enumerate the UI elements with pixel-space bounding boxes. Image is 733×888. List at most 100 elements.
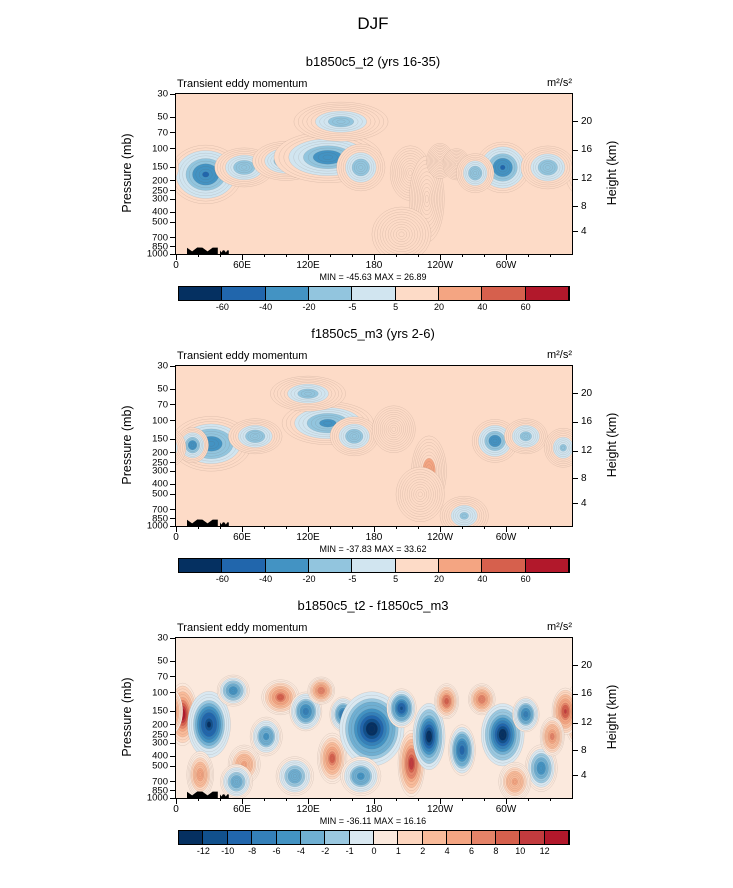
longitude-tick-label: 120E xyxy=(296,532,320,543)
longitude-minor-tick xyxy=(197,526,199,529)
longitude-tick xyxy=(373,254,375,260)
colorbar-label: -40 xyxy=(259,302,273,312)
height-tick xyxy=(572,693,578,695)
colorbar-box xyxy=(179,831,204,844)
longitude-minor-tick xyxy=(351,798,353,801)
pressure-tick-label: 50 xyxy=(157,111,168,123)
longitude-tick xyxy=(373,526,375,532)
longitude-tick-label: 180 xyxy=(365,532,383,543)
longitude-tick xyxy=(175,254,177,260)
colorbar-box xyxy=(276,831,301,844)
pressure-tick xyxy=(170,221,176,223)
height-tick-label: 12 xyxy=(581,445,593,457)
pressure-tick-label: 100 xyxy=(152,143,168,155)
longitude-minor-tick xyxy=(219,798,221,801)
longitude-tick xyxy=(307,254,309,260)
colorbar-box xyxy=(222,287,266,300)
height-axis-label: Height (km) xyxy=(605,412,619,478)
pressure-tick-label: 200 xyxy=(152,446,168,458)
colorbar-box xyxy=(525,287,569,300)
height-tick xyxy=(572,450,578,452)
pressure-tick-label: 200 xyxy=(152,174,168,186)
longitude-tick xyxy=(175,798,177,804)
longitude-minor-tick xyxy=(219,526,221,529)
colorbar-label: 8 xyxy=(493,846,499,856)
longitude-tick-label: 0 xyxy=(173,804,179,815)
pressure-tick-label: 150 xyxy=(152,705,168,717)
height-tick xyxy=(572,503,578,505)
height-tick xyxy=(572,722,578,724)
longitude-minor-tick xyxy=(461,798,463,801)
colorbar-box xyxy=(374,831,399,844)
pressure-axis-label: Pressure (mb) xyxy=(120,133,134,213)
units-label: m²/s² xyxy=(546,349,572,361)
field-label: Transient eddy momentum xyxy=(177,622,308,634)
colorbar-box xyxy=(352,559,396,572)
pressure-tick xyxy=(170,190,176,192)
longitude-minor-tick xyxy=(395,798,397,801)
height-tick-label: 16 xyxy=(581,688,593,700)
longitude-minor-tick xyxy=(263,526,265,529)
units-label: m²/s² xyxy=(546,621,572,633)
colorbar-label: -60 xyxy=(215,302,229,312)
pressure-tick xyxy=(170,790,176,792)
colorbar-box xyxy=(265,287,309,300)
pressure-tick xyxy=(170,781,176,783)
longitude-tick xyxy=(175,526,177,532)
colorbar-label: 12 xyxy=(539,846,550,856)
pressure-tick-label: 400 xyxy=(152,206,168,218)
longitude-minor-tick xyxy=(329,526,331,529)
colorbar-box xyxy=(179,559,223,572)
colorbar-box xyxy=(308,287,353,300)
longitude-minor-tick xyxy=(263,254,265,257)
pressure-tick xyxy=(170,211,176,213)
plot-frame: Transient eddy momentum m²/s² 30 50 70 100 1… xyxy=(147,349,592,543)
pressure-tick-label: 70 xyxy=(157,398,168,410)
height-tick-label: 20 xyxy=(581,659,593,671)
pressure-tick xyxy=(170,180,176,182)
colorbar-label: 5 xyxy=(393,574,399,584)
pressure-tick-label: 250 xyxy=(152,184,168,196)
pressure-tick-label: 500 xyxy=(152,488,168,500)
height-tick-label: 20 xyxy=(581,387,593,399)
pressure-tick xyxy=(170,452,176,454)
height-tick xyxy=(572,178,578,180)
minmax-label: MIN = -36.11 MAX = 16.16 xyxy=(319,816,427,826)
height-tick xyxy=(572,775,578,777)
pressure-tick xyxy=(170,116,176,118)
pressure-tick-label: 250 xyxy=(152,728,168,740)
panel-title: b1850c5_t2 - f1850c5_m3 xyxy=(297,598,449,613)
longitude-minor-tick xyxy=(197,254,199,257)
longitude-tick-label: 180 xyxy=(365,260,383,271)
longitude-minor-tick xyxy=(285,254,287,257)
longitude-tick xyxy=(505,798,507,804)
pressure-tick xyxy=(170,132,176,134)
colorbar-box xyxy=(520,831,545,844)
pressure-tick xyxy=(170,765,176,767)
height-tick xyxy=(572,750,578,752)
pressure-tick xyxy=(170,797,176,799)
height-axis-label: Height (km) xyxy=(605,140,619,206)
height-tick xyxy=(572,149,578,151)
height-tick-label: 8 xyxy=(581,744,587,756)
colorbar-label: -40 xyxy=(259,574,273,584)
pressure-tick-label: 50 xyxy=(157,655,168,667)
longitude-minor-tick xyxy=(549,798,551,801)
pressure-axis-label: Pressure (mb) xyxy=(120,405,134,485)
pressure-tick xyxy=(170,198,176,200)
minmax-label: MIN = -45.63 MAX = 26.89 xyxy=(319,272,427,282)
contour-field-canvas xyxy=(176,366,572,526)
height-tick-label: 16 xyxy=(581,416,593,428)
longitude-tick-label: 0 xyxy=(173,260,179,271)
pressure-tick xyxy=(170,755,176,757)
longitude-minor-tick xyxy=(461,254,463,257)
pressure-tick xyxy=(170,734,176,736)
pressure-tick xyxy=(170,93,176,95)
longitude-tick-label: 120W xyxy=(426,532,454,543)
longitude-tick xyxy=(505,254,507,260)
longitude-tick-label: 120W xyxy=(426,260,454,271)
pressure-tick-label: 70 xyxy=(157,670,168,682)
longitude-minor-tick xyxy=(395,526,397,529)
pressure-tick-label: 100 xyxy=(152,687,168,699)
